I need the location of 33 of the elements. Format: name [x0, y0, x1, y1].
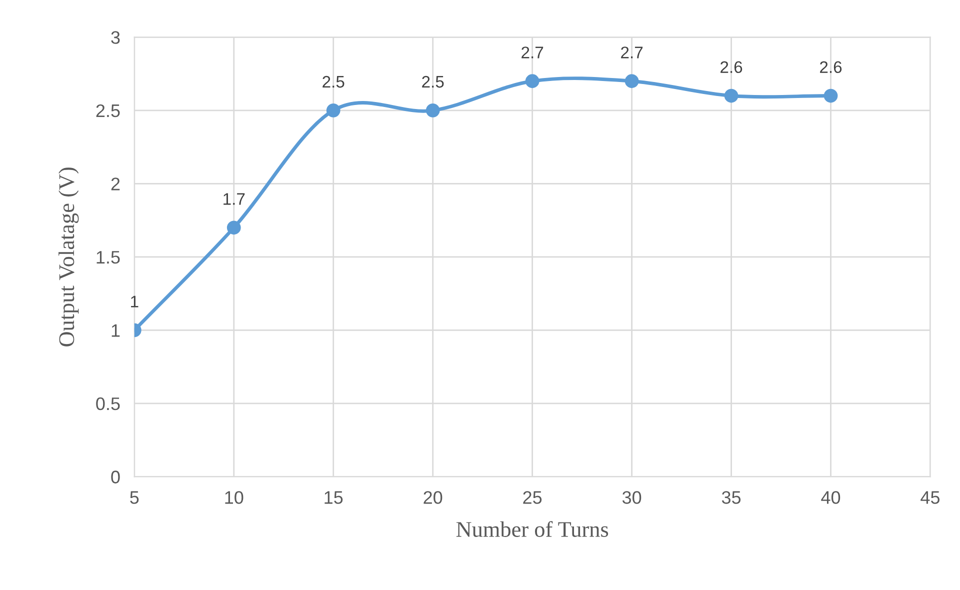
- point: [226, 220, 241, 235]
- data-label: 2.7: [621, 46, 643, 58]
- x-tick-label: 45: [920, 491, 940, 504]
- point: [624, 74, 639, 88]
- x-tick-label: 35: [722, 491, 741, 504]
- point: [724, 88, 738, 103]
- y-axis-title: Output Volatage (V): [58, 168, 79, 346]
- y-tick-label: 2: [111, 178, 120, 190]
- x-tick-label: 30: [622, 491, 642, 504]
- point: [426, 103, 440, 118]
- x-tick-label: 40: [821, 491, 840, 504]
- x-tick-label: 20: [424, 491, 442, 504]
- data-label: 2.6: [820, 61, 842, 74]
- y-tick-label: 2.5: [96, 104, 120, 118]
- y-tick-label: 3: [111, 31, 120, 44]
- x-tick-label: 5: [130, 491, 139, 504]
- point: [525, 74, 540, 88]
- point: [326, 103, 340, 118]
- y-tick-label: 0: [111, 470, 120, 484]
- data-label: 2.7: [522, 46, 544, 58]
- data-label: 2.5: [322, 76, 344, 88]
- x-tick-label: 25: [523, 491, 542, 504]
- x-axis-title: Number of Turns: [456, 521, 608, 537]
- data-label: 2.6: [720, 61, 742, 74]
- x-tick-label: 10: [225, 491, 244, 504]
- x-tick-label: 15: [324, 491, 343, 504]
- data-label: 2.5: [422, 76, 444, 88]
- y-tick-label: 0.5: [96, 397, 120, 410]
- y-tick-label: 1: [112, 324, 120, 337]
- data-label: 1.7: [224, 193, 245, 205]
- point: [824, 88, 838, 103]
- y-tick-label: 1.5: [96, 251, 120, 264]
- data-label: 1: [131, 296, 138, 308]
